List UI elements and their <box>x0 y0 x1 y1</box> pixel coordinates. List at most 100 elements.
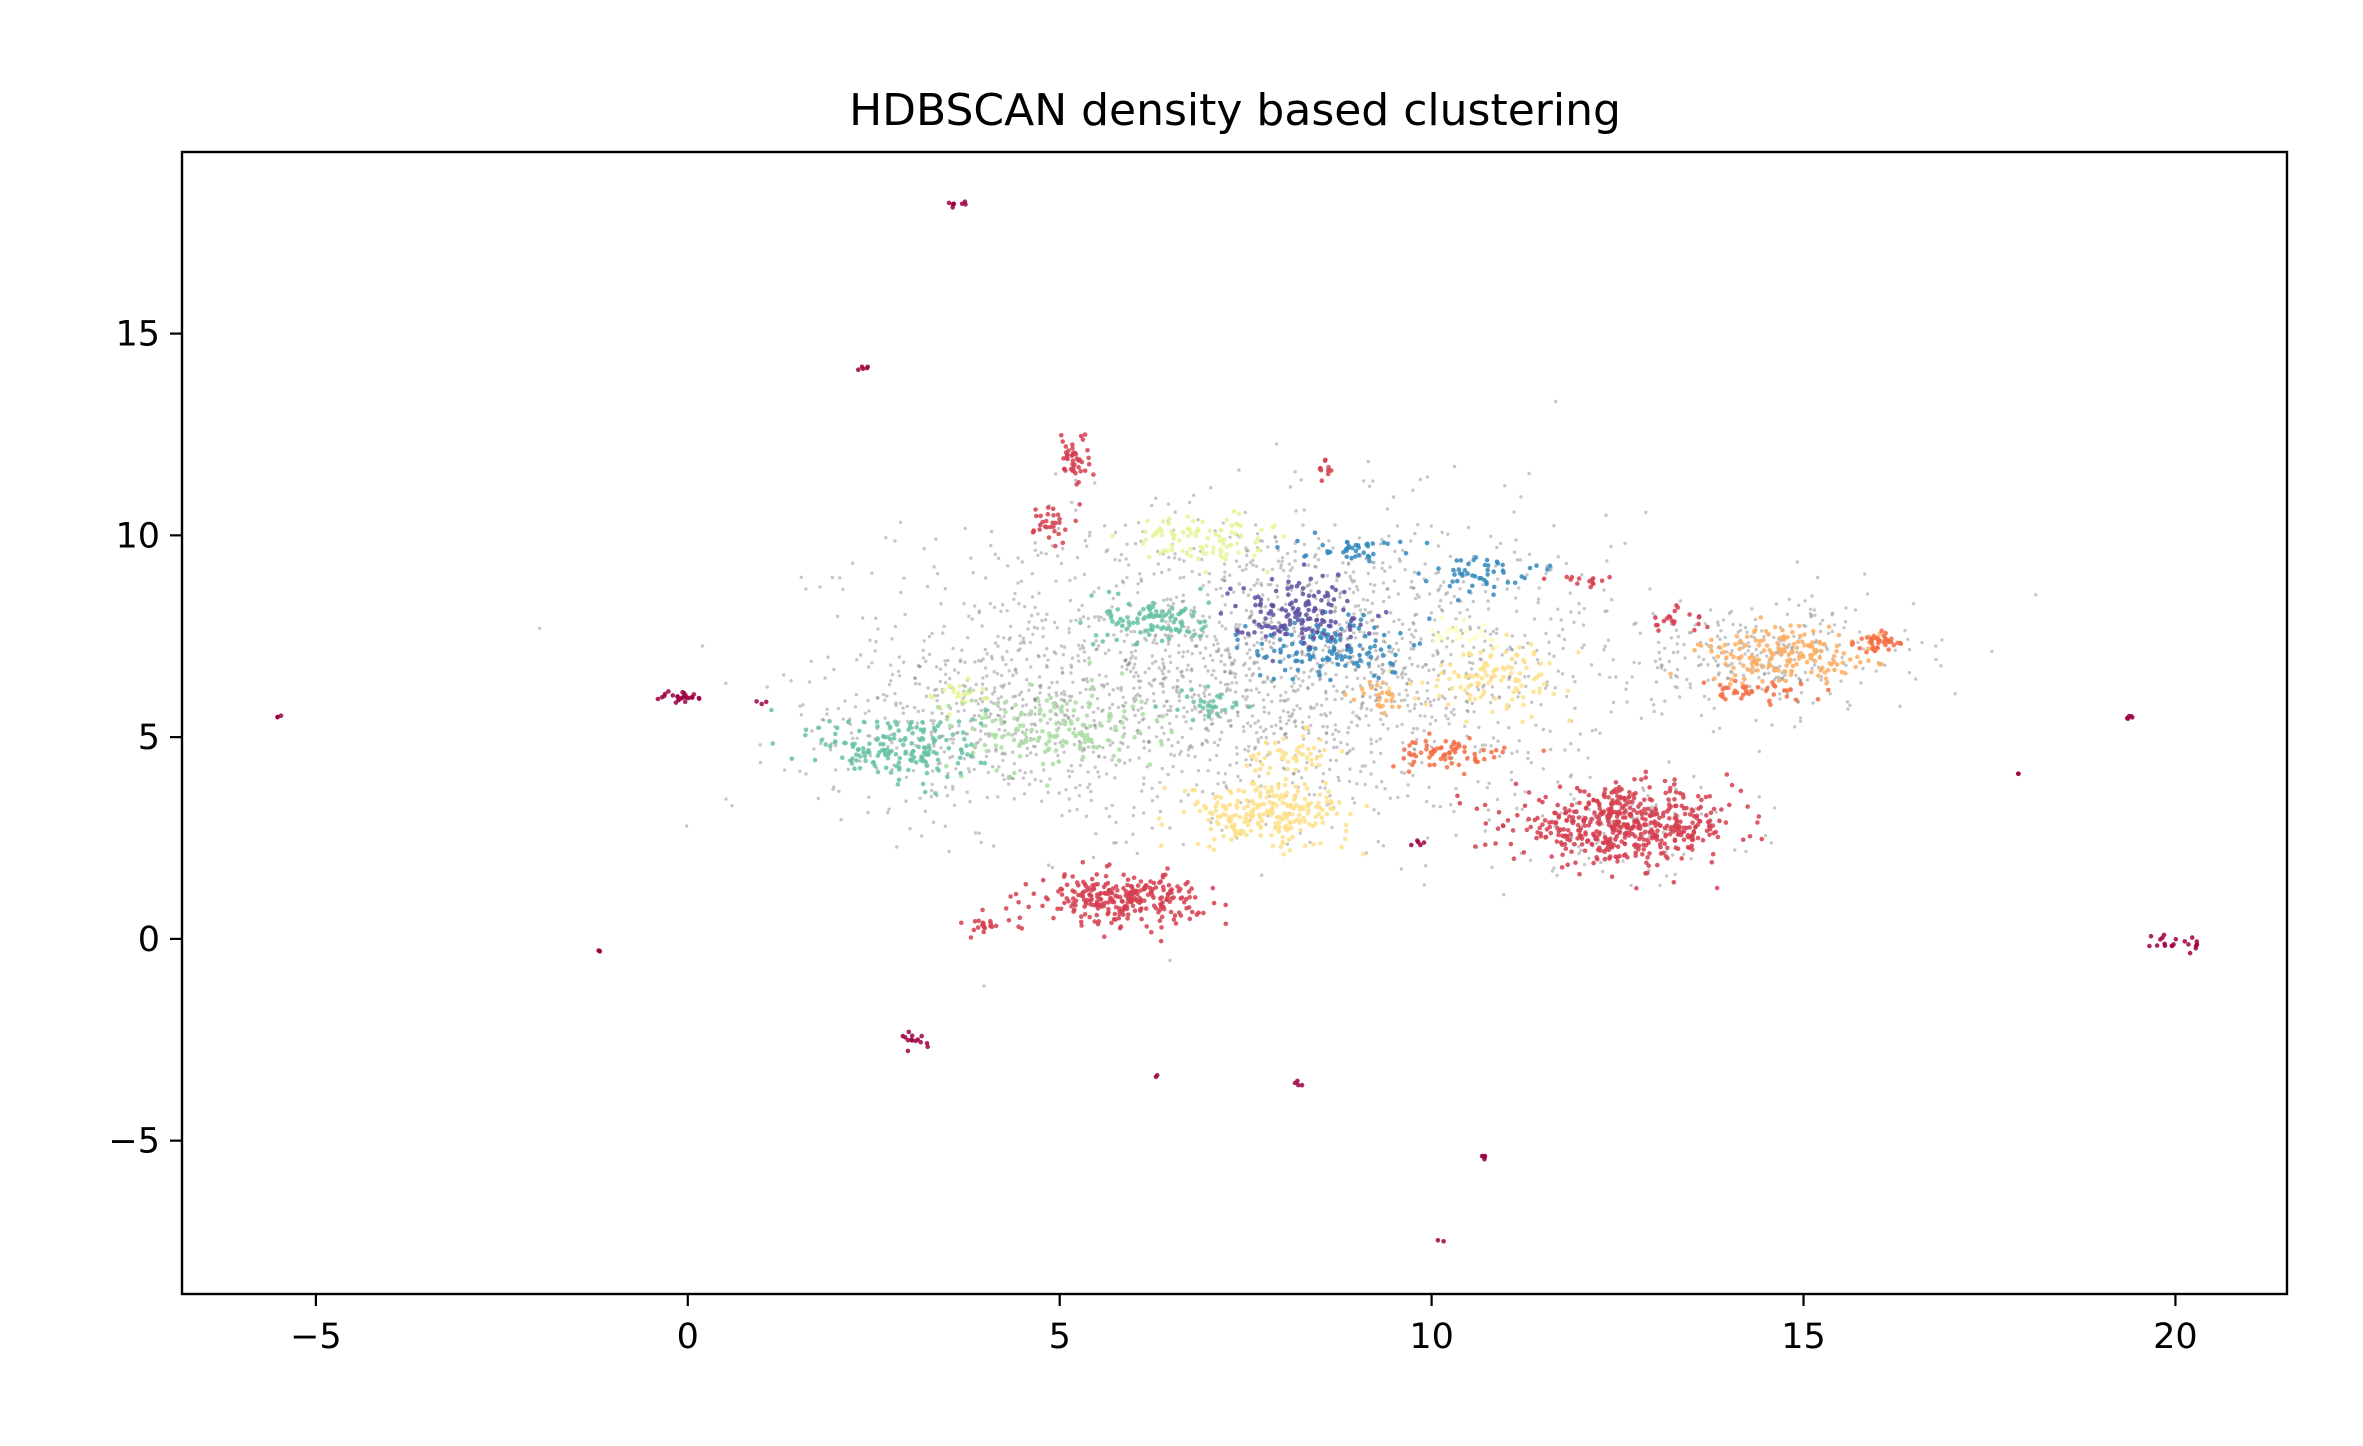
noise-point <box>929 718 933 723</box>
noise-point <box>1360 704 1364 708</box>
cluster-point <box>1179 620 1185 626</box>
noise-point <box>1809 615 1813 619</box>
noise-point <box>963 526 967 531</box>
noise-point <box>990 692 995 696</box>
cluster-point <box>1709 860 1715 865</box>
noise-point <box>1224 689 1229 693</box>
noise-point <box>1630 675 1634 679</box>
noise-point <box>1830 629 1835 634</box>
noise-point <box>1186 793 1191 797</box>
cluster-point <box>1514 652 1519 657</box>
noise-point <box>1380 667 1384 671</box>
cluster-point <box>683 693 688 698</box>
noise-point <box>1372 760 1376 764</box>
cluster-point <box>1287 819 1292 825</box>
cluster-14-points <box>1292 1078 1305 1088</box>
cluster-point <box>1089 888 1094 893</box>
cluster-point <box>1121 872 1126 878</box>
cluster-point <box>1707 832 1712 838</box>
cluster-point <box>1826 687 1831 693</box>
noise-point <box>1129 650 1134 654</box>
noise-point <box>1603 644 1607 649</box>
cluster-point <box>1168 628 1174 633</box>
noise-point <box>1066 769 1071 773</box>
noise-point <box>1256 740 1261 744</box>
cluster-point <box>1548 830 1554 836</box>
cluster-point <box>1615 794 1620 799</box>
cluster-point <box>934 751 939 756</box>
noise-point <box>1667 760 1671 764</box>
cluster-point <box>1647 785 1652 790</box>
noise-point <box>1611 658 1615 662</box>
noise-point <box>1476 688 1481 692</box>
noise-point <box>930 789 934 793</box>
noise-point <box>1160 766 1165 771</box>
noise-point <box>1669 636 1674 640</box>
noise-point <box>1219 680 1223 685</box>
noise-point <box>873 649 877 653</box>
cluster-point <box>1768 702 1773 708</box>
noise-point <box>1216 771 1221 775</box>
cluster-point <box>686 695 691 701</box>
cluster-point <box>1080 890 1085 896</box>
noise-point <box>984 687 988 691</box>
cluster-point <box>1798 681 1804 687</box>
noise-point <box>1107 814 1112 819</box>
cluster-point <box>1017 754 1023 759</box>
cluster-point <box>1013 702 1018 708</box>
noise-point <box>1407 677 1411 682</box>
cluster-point <box>1866 646 1871 651</box>
noise-point <box>1755 653 1759 658</box>
noise-point <box>804 772 808 776</box>
noise-point <box>1012 797 1016 801</box>
noise-point <box>1096 644 1101 648</box>
noise-point <box>1369 670 1373 675</box>
noise-point <box>1309 705 1313 709</box>
noise-point <box>1027 782 1032 786</box>
noise-point <box>1693 807 1698 811</box>
cluster-point <box>1818 668 1823 673</box>
cluster-point <box>1588 584 1593 590</box>
noise-point <box>1305 760 1309 765</box>
noise-point <box>1470 701 1475 706</box>
noise-point <box>1603 609 1607 614</box>
cluster-point <box>1592 810 1597 815</box>
cluster-point <box>1441 1239 1446 1244</box>
noise-point <box>1625 681 1629 685</box>
noise-point <box>1247 667 1252 671</box>
noise-point <box>1656 640 1661 645</box>
noise-point <box>837 789 841 793</box>
noise-point <box>1307 715 1311 719</box>
noise-point <box>1052 620 1057 625</box>
cluster-point <box>1576 650 1581 655</box>
cluster-point <box>1306 746 1311 752</box>
noise-point <box>1113 557 1117 562</box>
noise-point <box>1077 643 1081 647</box>
noise-point <box>1033 541 1038 545</box>
noise-point <box>1206 728 1210 733</box>
noise-point <box>1549 617 1553 621</box>
cluster-point <box>1090 642 1096 647</box>
noise-point <box>1328 711 1333 715</box>
cluster-point <box>999 734 1005 740</box>
noise-point <box>951 784 955 789</box>
cluster-30-points <box>1386 632 1581 725</box>
cluster-point <box>1285 766 1290 772</box>
noise-point <box>943 672 948 676</box>
cluster-point <box>1439 616 1444 621</box>
cluster-point <box>1653 806 1658 811</box>
noise-point <box>1569 792 1573 796</box>
noise-point <box>992 701 996 706</box>
noise-point <box>1541 767 1546 771</box>
noise-point <box>1034 752 1039 757</box>
cluster-point <box>1206 600 1211 605</box>
noise-point <box>1380 566 1384 571</box>
cluster-point <box>1157 918 1163 923</box>
cluster-point <box>2154 943 2160 948</box>
noise-point <box>1059 561 1064 566</box>
noise-point <box>1688 682 1692 686</box>
cluster-point <box>1517 645 1522 650</box>
noise-point <box>1004 662 1008 667</box>
cluster-point <box>834 725 840 731</box>
cluster-point <box>1586 800 1592 805</box>
